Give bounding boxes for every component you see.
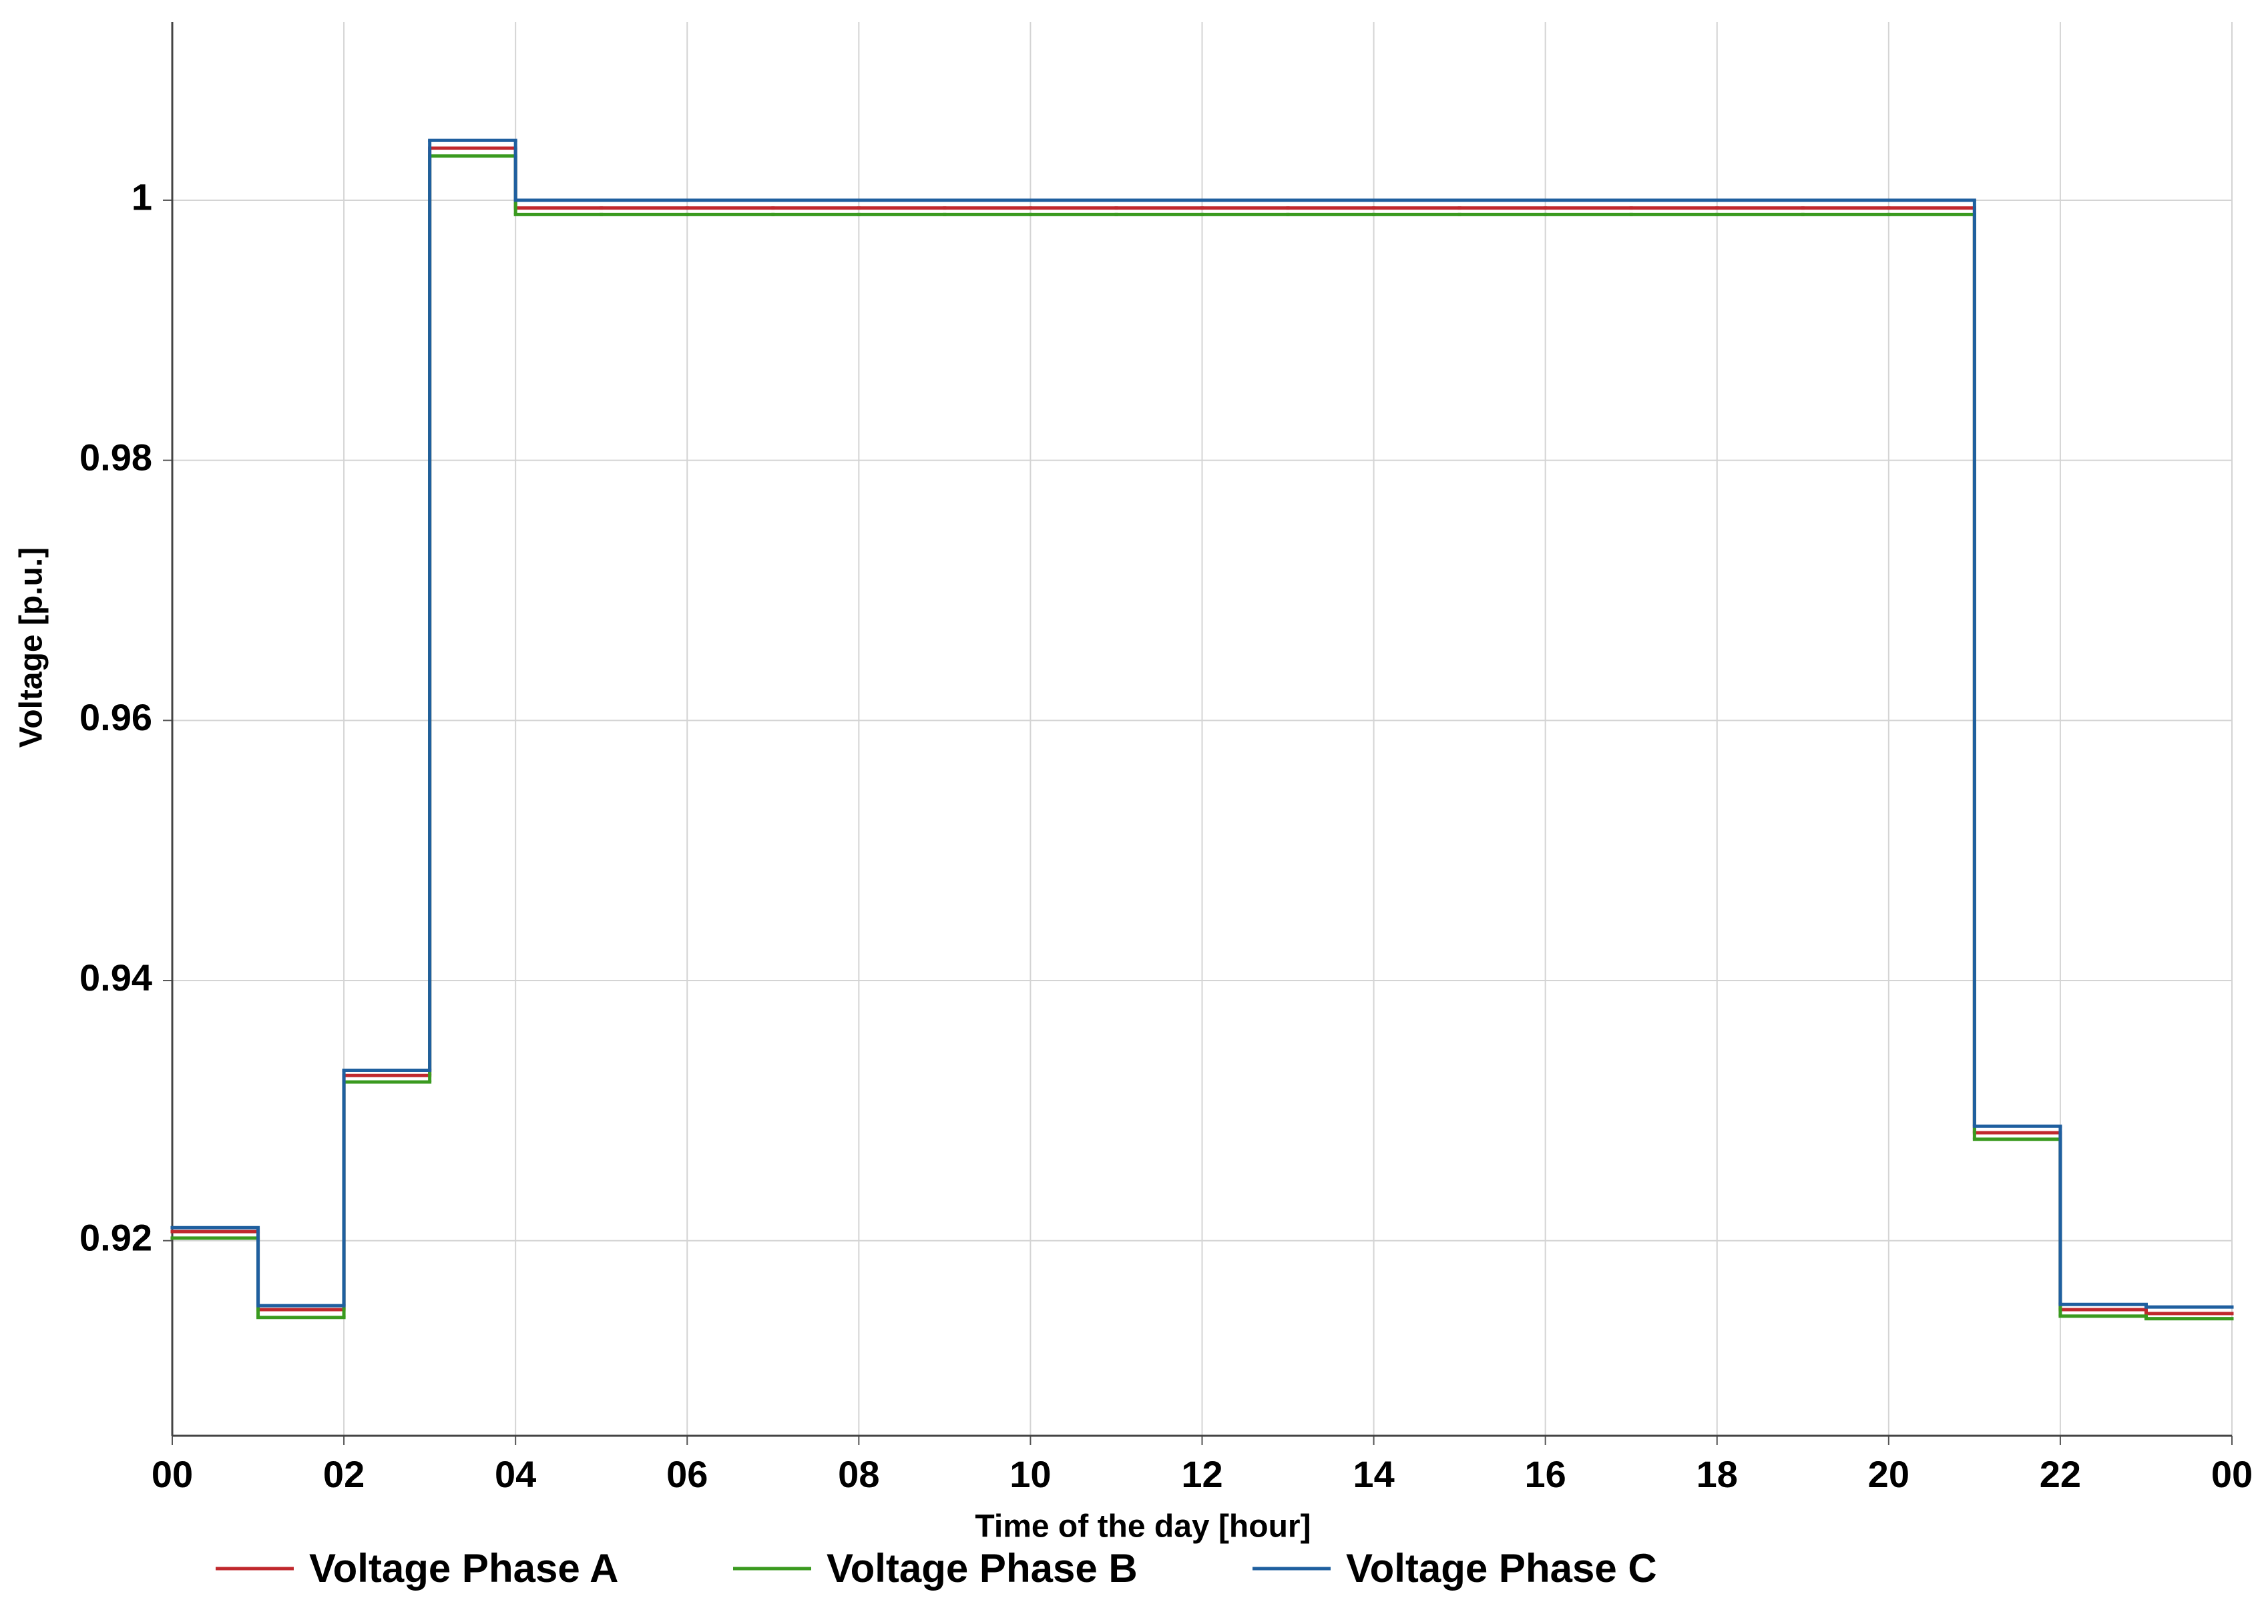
x-tick-label: 00	[2211, 1453, 2253, 1495]
x-axis-title: Time of the day [hour]	[975, 1509, 1311, 1545]
x-tick-label: 06	[666, 1453, 708, 1495]
x-tick-label: 08	[838, 1453, 879, 1495]
legend-label: Voltage Phase A	[309, 1546, 618, 1591]
y-axis-title: Voltage [p.u.]	[14, 547, 49, 748]
y-tick-label: 1	[132, 176, 152, 218]
y-tick-label: 0.96	[79, 696, 152, 738]
x-tick-label: 14	[1353, 1453, 1394, 1495]
y-tick-label: 0.98	[79, 436, 152, 478]
x-tick-label: 00	[152, 1453, 193, 1495]
x-tick-label: 22	[2040, 1453, 2081, 1495]
y-tick-label: 0.94	[79, 957, 152, 999]
x-tick-label: 20	[1868, 1453, 1909, 1495]
legend-label: Voltage Phase C	[1346, 1546, 1657, 1591]
x-tick-label: 12	[1181, 1453, 1222, 1495]
x-tick-label: 02	[323, 1453, 365, 1495]
legend-label: Voltage Phase B	[827, 1546, 1138, 1591]
x-tick-label: 18	[1696, 1453, 1738, 1495]
x-tick-label: 10	[1009, 1453, 1051, 1495]
x-tick-label: 16	[1525, 1453, 1566, 1495]
y-tick-label: 0.92	[79, 1217, 152, 1259]
x-tick-label: 04	[495, 1453, 536, 1495]
